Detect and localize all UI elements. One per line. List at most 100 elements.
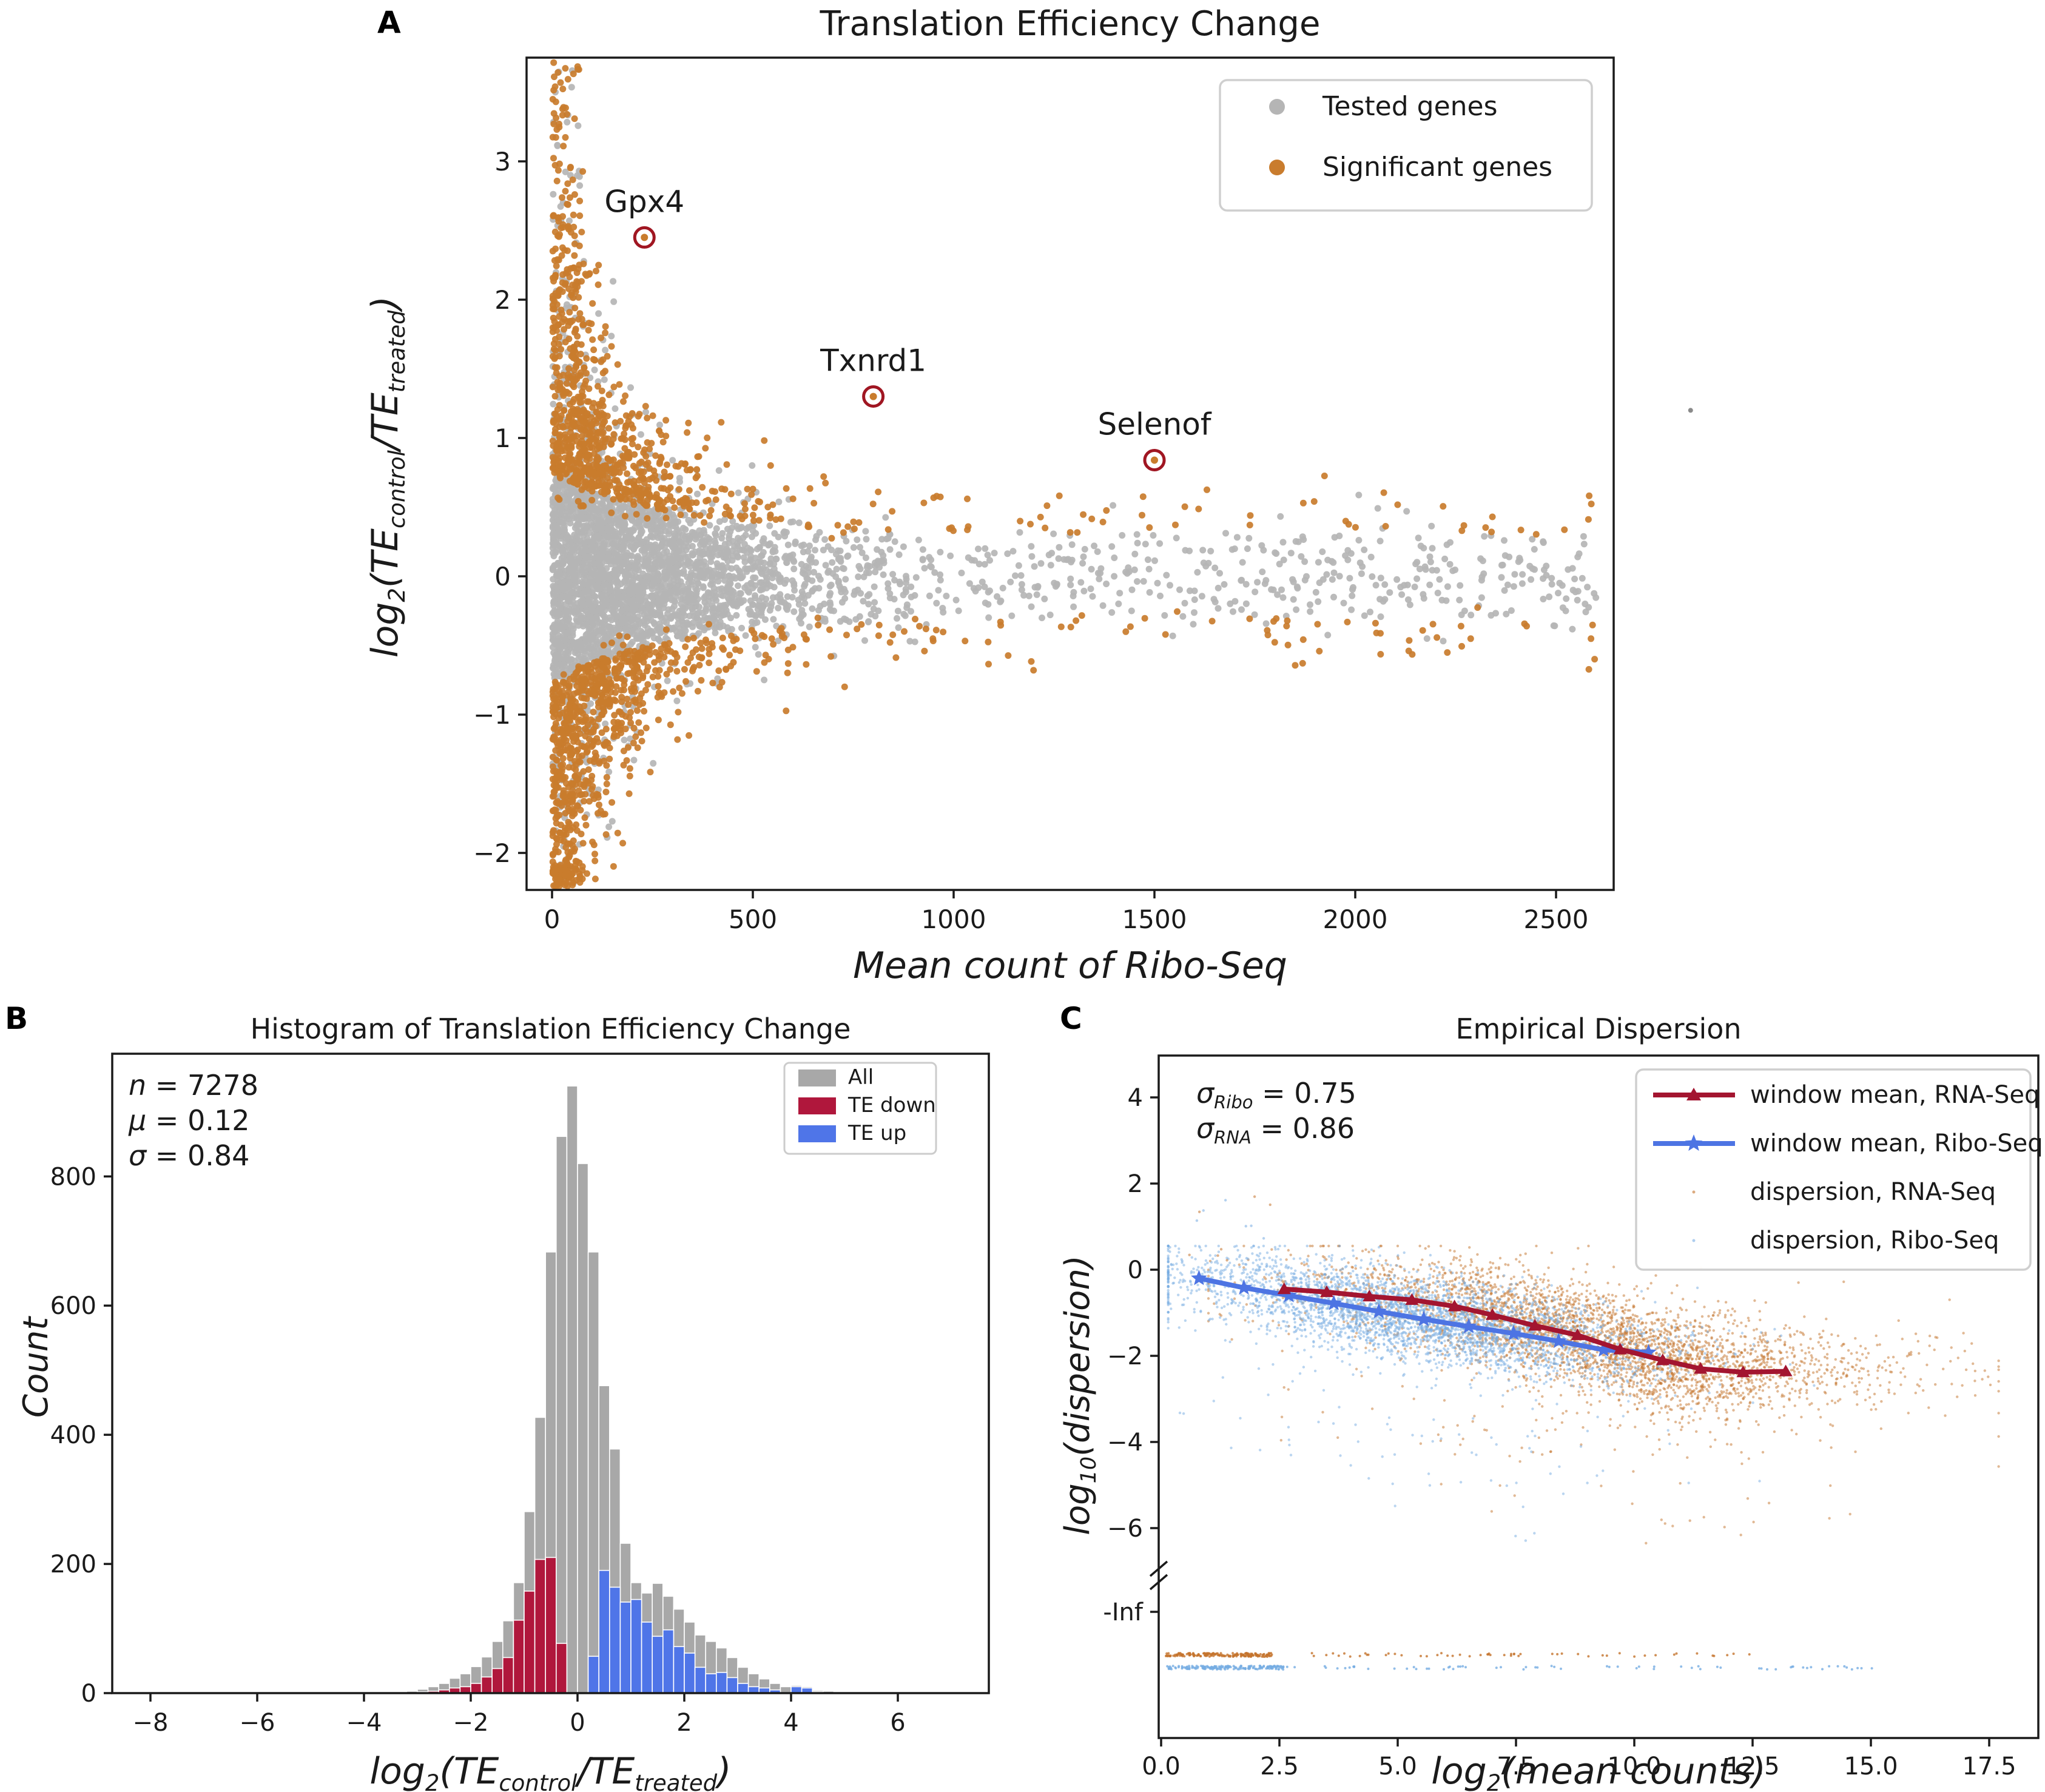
y-tick-label: 0 [494, 562, 511, 591]
x-tick-label: 15.0 [1844, 1753, 1898, 1780]
x-tick-label: 5.0 [1378, 1753, 1417, 1780]
x-tick-label: 2500 [1524, 904, 1589, 934]
panel-b-bars [395, 1085, 835, 1694]
panel-c-inner [1165, 1195, 2000, 1671]
x-tick-label: 0 [570, 1709, 585, 1737]
y-tick-label: −4 [1107, 1429, 1143, 1457]
panel-a-ylabel: log2(TEcontrol/TEtreated) [364, 296, 410, 658]
neg-inf-row-0 [1165, 1652, 1751, 1658]
panel-a-ticks: 0 500 1000 1500 2000 2500 3 2 1 0 −1 −2 [473, 147, 1588, 934]
legend-marker-dot [1692, 1190, 1696, 1194]
x-tick-label: 17.5 [1962, 1753, 2016, 1780]
x-tick-label: 10.0 [1607, 1753, 1661, 1780]
gene-annotation-txnrd1: Txnrd1 [820, 343, 926, 408]
panel-b: Histogram of Translation Efficiency Chan… [16, 1012, 990, 1792]
y-tick-label: 0 [81, 1680, 96, 1708]
panel-a: Translation Efficiency Change Gpx4 Txnrd1 S… [364, 4, 1693, 987]
legend-marker-patch [798, 1097, 836, 1114]
x-tick-label: −2 [453, 1709, 489, 1737]
x-tick-label: 6 [890, 1709, 905, 1737]
panel-c-ylabel: log10(dispersion) [1058, 1255, 1101, 1535]
legend-label: All [848, 1065, 874, 1090]
panel-b-axes [111, 1053, 990, 1694]
panel-a-letter: A [377, 5, 401, 40]
stats-line: μ = 0.12 [128, 1104, 250, 1137]
panel-a-xlabel: Mean count of Ribo-Seq [853, 945, 1287, 987]
x-tick-label: 2 [676, 1709, 692, 1737]
x-tick-label: 4 [783, 1709, 798, 1737]
panel-a-title: Translation Efficiency Change [820, 4, 1321, 44]
y-tick-label: −2 [473, 838, 511, 868]
x-tick-label: 7.5 [1497, 1753, 1535, 1780]
window-mean-rna-line [1277, 1282, 1793, 1378]
panel-c: Empirical Dispersion 0.0 2.5 5.0 7.5 10.0 12.5… [1058, 1012, 2043, 1792]
panel-b-title: Histogram of Translation Efficiency Chan… [251, 1012, 851, 1045]
significant-genes-points [549, 59, 1599, 890]
x-tick-label: 1000 [921, 904, 986, 934]
y-tick-label: 2 [1128, 1170, 1143, 1198]
legend-marker-triangle [1686, 1088, 1701, 1100]
y-tick-label: 3 [494, 147, 511, 177]
x-tick-label: −6 [240, 1709, 275, 1737]
x-tick-label: 12.5 [1725, 1753, 1779, 1780]
legend-marker-dot [1269, 160, 1285, 175]
gene-label-txnrd1: Txnrd1 [820, 343, 926, 379]
panel-c-ticks: 0.0 2.5 5.0 7.5 10.0 12.5 15.0 17.5 4 2 0 −2 −4 −6 -In… [1103, 1084, 2016, 1780]
legend-label: dispersion, RNA-Seq [1750, 1178, 1996, 1206]
legend-label: TE up [847, 1121, 906, 1145]
panel-a-legend: Tested genes Significant genes [1219, 79, 1593, 212]
gene-label-selenof: Selenof [1097, 406, 1211, 442]
panel-c-xlabel: log2(mean counts) [1431, 1750, 1766, 1792]
y-tick-label: 1 [494, 423, 511, 453]
legend-marker-star [1685, 1134, 1703, 1151]
legend-label: Tested genes [1322, 91, 1498, 122]
x-tick-label: 1500 [1122, 904, 1187, 934]
y-tick-label: 400 [50, 1421, 96, 1449]
x-tick-label: −4 [346, 1709, 382, 1737]
y-tick-label: −6 [1107, 1515, 1143, 1543]
legend-label: Significant genes [1322, 152, 1552, 183]
legend-label: window mean, Ribo-Seq [1750, 1130, 2043, 1157]
panel-a-axes [525, 56, 1615, 891]
y-tick-label: −2 [1107, 1342, 1143, 1370]
y-tick-label: 800 [50, 1163, 96, 1191]
panel-b-letter: B [5, 1001, 29, 1036]
panel-c-letter: C [1060, 1001, 1082, 1036]
window-mean-ribo-line [1191, 1270, 1657, 1359]
hist-series-1 [417, 1557, 568, 1694]
y-tick-label: 0 [1128, 1256, 1143, 1284]
panel-c-axes [1157, 1054, 2040, 1739]
x-tick-label: 2000 [1323, 904, 1388, 934]
y-tick-label: 4 [1128, 1084, 1143, 1112]
panel-b-xlabel: log2(TEcontrol/TEtreated) [369, 1750, 731, 1792]
x-tick-label: −8 [133, 1709, 169, 1737]
panel-c-legend: window mean, RNA-Seq window mean, Ribo-Se… [1635, 1068, 2043, 1271]
legend-box [1635, 1068, 2032, 1271]
x-tick-label: 500 [729, 904, 777, 934]
legend-label: window mean, RNA-Seq [1750, 1081, 2040, 1109]
x-tick-label: 0.0 [1142, 1753, 1181, 1780]
x-tick-label: 0 [544, 904, 561, 934]
y-tick-label: 600 [50, 1292, 96, 1320]
panel-b-ylabel: Count [16, 1316, 56, 1418]
y-tick-label: 200 [50, 1551, 96, 1578]
legend-label: dispersion, Ribo-Seq [1750, 1227, 1999, 1255]
neg-inf-tick-label: -Inf [1103, 1598, 1144, 1626]
panel-b-ticks: −8 −6 −4 −2 0 2 4 6 0 200 400 600 800 [50, 1163, 906, 1737]
legend-marker-patch [798, 1125, 836, 1142]
legend-label: TE down [847, 1093, 936, 1117]
stats-line: σRibo = 0.75 [1196, 1077, 1356, 1113]
y-axis-break [1149, 1560, 1168, 1591]
stats-line: σ = 0.84 [129, 1139, 249, 1172]
stray-point [1688, 408, 1693, 413]
y-tick-label: −1 [473, 700, 511, 730]
gene-annotation-selenof: Selenof [1097, 406, 1212, 471]
legend-box [1219, 79, 1593, 212]
legend-marker-patch [798, 1069, 836, 1086]
legend-marker-dot [1692, 1239, 1696, 1242]
panel-a-points [549, 59, 1600, 890]
stats-line: n = 7278 [129, 1069, 258, 1102]
